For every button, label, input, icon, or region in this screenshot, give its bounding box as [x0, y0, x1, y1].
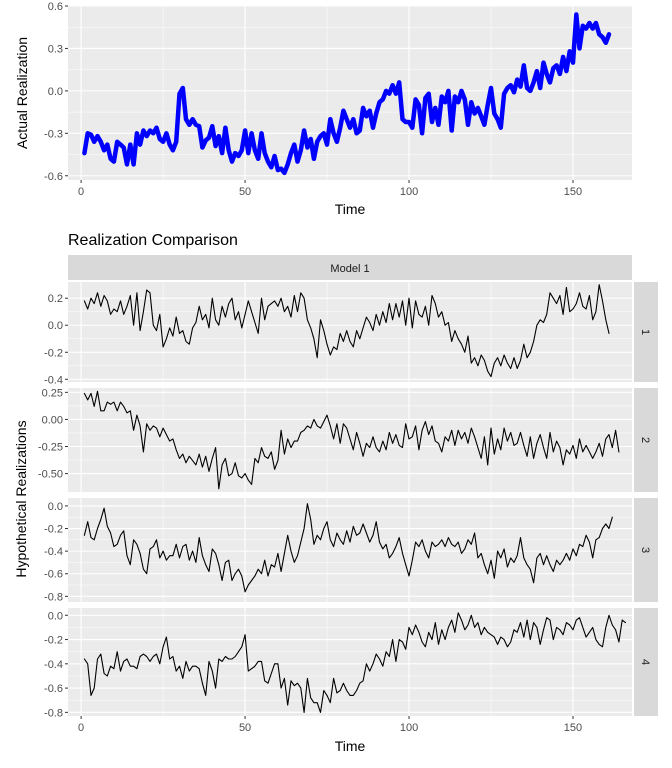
top-y-tick-labels: -0.6 -0.3 0.0 0.3 0.6	[44, 1, 68, 183]
x-tick-label: 100	[400, 722, 418, 734]
series-line	[83, 390, 620, 490]
facet-panel-background	[68, 498, 632, 602]
y-tick-label: -0.4	[44, 659, 63, 671]
y-tick-label: -0.2	[44, 635, 63, 647]
y-tick-label: -0.3	[44, 128, 63, 140]
series-line	[83, 284, 610, 378]
y-tick-label: 0.00	[42, 414, 63, 426]
y-tick-label: -0.6	[44, 569, 63, 581]
y-tick-label: -0.8	[44, 707, 63, 719]
top-x-axis-title: Time	[335, 201, 366, 217]
y-tick-label: 0.0	[48, 320, 63, 332]
facet-strip-right	[634, 608, 658, 716]
x-tick-label: 100	[400, 186, 418, 198]
facet-panel-background	[68, 282, 632, 382]
y-tick-label: 0.2	[48, 293, 63, 305]
series-line	[83, 612, 626, 713]
facet-strip-right-label: 3	[639, 547, 651, 553]
top-gridlines	[68, 5, 632, 180]
series-line	[83, 503, 613, 593]
facet-gridlines	[68, 388, 632, 492]
facet-y-tick-labels: -0.8 -0.6 -0.4 -0.2 0.0	[44, 501, 68, 603]
y-tick-label: -0.2	[44, 524, 63, 536]
top-series-layer	[82, 12, 612, 176]
y-tick-label: -0.2	[44, 347, 63, 359]
facet-panel-background	[68, 608, 632, 716]
y-tick-label: 0.0	[48, 86, 63, 98]
x-tick-label: 150	[564, 722, 582, 734]
top-x-tick-labels: 0 50 100 150	[78, 180, 582, 198]
y-tick-label: -0.4	[44, 546, 63, 558]
y-tick-label: -0.6	[44, 683, 63, 695]
comparison-chart-title: Realization Comparison	[68, 232, 238, 249]
y-tick-label: 0.25	[42, 387, 63, 399]
facet-y-tick-labels: -0.8 -0.6 -0.4 -0.2 0.0	[44, 610, 68, 719]
x-tick-label: 0	[78, 722, 84, 734]
series-line	[82, 12, 612, 176]
y-tick-label: -0.25	[38, 442, 63, 454]
y-tick-label: 0.0	[48, 610, 63, 622]
y-tick-label: -0.6	[44, 171, 63, 183]
facet-strip-top	[68, 255, 632, 280]
x-tick-label: 50	[239, 722, 251, 734]
facet-strip-right	[634, 388, 658, 492]
y-tick-label: 0.6	[48, 1, 63, 13]
y-tick-label: -0.8	[44, 591, 63, 603]
facet-y-tick-labels: -0.50 -0.25 0.00 0.25	[38, 387, 68, 481]
facet-strip-right	[634, 282, 658, 382]
top-y-axis-title: Actual Realization	[14, 37, 30, 149]
facet-strip-right	[634, 498, 658, 602]
facet-panel-3: -0.8 -0.6 -0.4 -0.2 0.0 3	[44, 498, 658, 603]
facet-panels: -0.4-0.20.00.21-0.50-0.250.000.252-0.8-0…	[38, 282, 658, 719]
facet-panel-4: -0.8 -0.6 -0.4 -0.2 0.0 4	[44, 608, 658, 719]
facet-panel-2: -0.50 -0.25 0.00 0.25 2	[38, 387, 658, 492]
bottom-y-axis-title: Hypothetical Realizations	[13, 420, 29, 577]
facet-strip-right-label: 2	[639, 437, 651, 443]
y-tick-label: -0.4	[44, 374, 63, 386]
realization-comparison-chart: Realization Comparison Model 1 -0.4 -0.2 0…	[13, 232, 658, 754]
facet-strip-top-label: Model 1	[330, 263, 369, 275]
y-tick-label: 0.3	[48, 43, 63, 55]
bottom-x-axis-title: Time	[335, 738, 366, 754]
facet-strip-right-label: 1	[639, 329, 651, 335]
top-panel-background	[68, 6, 632, 180]
x-tick-label: 50	[239, 186, 251, 198]
x-tick-label: 0	[78, 186, 84, 198]
y-tick-label: 0.0	[48, 501, 63, 513]
facet-y-tick-labels: -0.4 -0.2 0.0 0.2	[44, 293, 68, 386]
facet-panel-1: -0.4 -0.2 0.0 0.2 1	[44, 282, 658, 386]
bottom-x-tick-labels: 0 50 100 150	[78, 716, 582, 734]
facet-gridlines	[68, 498, 632, 602]
y-tick-label: -0.50	[38, 469, 63, 481]
actual-realization-chart: -0.6 -0.3 0.0 0.3 0.6 0 50 100 150 Time Actual …	[14, 1, 632, 217]
facet-strip-right-label: 4	[639, 659, 651, 665]
x-tick-label: 150	[564, 186, 582, 198]
